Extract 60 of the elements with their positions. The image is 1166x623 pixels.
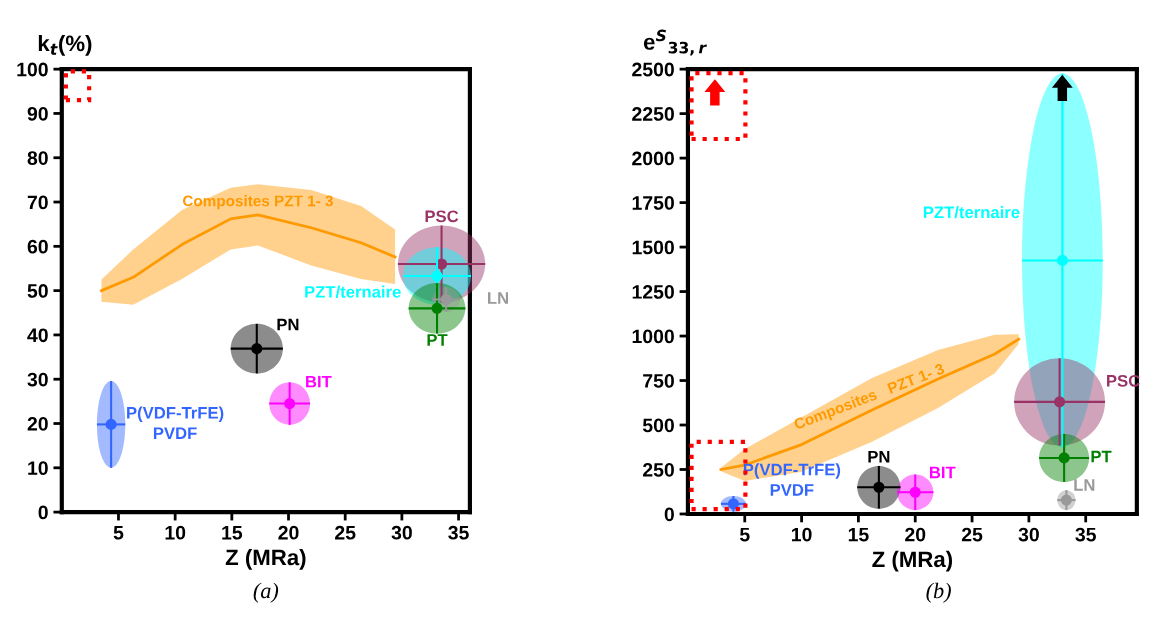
x-tick-label: 5: [113, 526, 124, 540]
text: PZT/ternaire: [923, 205, 1020, 219]
y-tick-label: 500: [642, 418, 674, 433]
text: PSC: [425, 210, 459, 223]
x-tick-label: 5: [739, 527, 750, 542]
text: LN: [488, 292, 508, 304]
x-tick-label: 15: [848, 527, 869, 542]
y-tick-label: 20: [27, 416, 48, 431]
series-label: P(VDF-TrFE) PVDF: [127, 406, 224, 439]
y-tick-label: 1750: [632, 196, 674, 210]
y-tick-label: 2000: [632, 151, 674, 166]
x-axis-title: Z (MRa): [872, 550, 953, 572]
y-axis-title: e$^{S}$$_{33,r}$: [643, 29, 707, 56]
y-tick-label: 1250: [632, 285, 674, 299]
series-label: PZT/ternaire: [305, 285, 401, 298]
series-label: PT: [1091, 450, 1112, 463]
point: [431, 270, 443, 282]
point: [857, 465, 901, 509]
y-tick-label: 750: [643, 374, 674, 388]
y-tick-label: 2500: [632, 62, 674, 77]
x-tick-label: 20: [905, 527, 926, 542]
x-tick-label: 10: [165, 525, 186, 540]
y-tick-label: 40: [27, 328, 48, 343]
x-tick-label: 25: [335, 525, 356, 540]
y-tick-label: 1500: [632, 240, 674, 255]
y-tick-label: 70: [27, 195, 48, 210]
x-tick-label: 30: [391, 525, 412, 540]
y-axis-title: k$_{t}$(%): [38, 34, 92, 56]
y-tick-label: 250: [642, 462, 674, 477]
y-tick-label: 0: [38, 505, 48, 520]
point: [105, 418, 117, 430]
x-tick-label: 25: [961, 527, 983, 542]
y-tick-label: 80: [27, 151, 48, 165]
x-tick-label: 30: [1018, 527, 1039, 542]
series-label: PN: [277, 318, 299, 331]
y-tick-label: 50: [27, 284, 48, 298]
series-label: PT: [427, 334, 448, 346]
y-tick-label: 100: [17, 62, 48, 77]
series-label: LN: [1074, 479, 1095, 491]
x-tick-label: 35: [448, 525, 469, 540]
y-tick-label: 10: [28, 461, 48, 476]
series-label: PN: [868, 451, 890, 463]
x-tick-label: 20: [278, 525, 299, 540]
x-tick-label: 35: [1075, 527, 1096, 542]
point: [1014, 358, 1106, 446]
point: [1056, 254, 1068, 266]
x-axis-title: Z (MRa): [225, 548, 306, 570]
x-tick-label: 10: [792, 527, 812, 542]
y-tick-label: 1000: [632, 329, 674, 344]
text: (a): [253, 582, 279, 603]
y-tick-label: 90: [27, 106, 48, 121]
y-tick-label: 0: [664, 507, 674, 522]
point: [1057, 490, 1076, 511]
series-label: BIT: [929, 466, 956, 479]
y-tick-label: 2250: [632, 107, 674, 121]
y-tick-label: 60: [27, 239, 48, 254]
y-tick-label: 30: [27, 372, 48, 387]
series-label: BIT: [306, 375, 332, 388]
text: (b): [926, 582, 951, 603]
x-tick-label: 15: [222, 526, 243, 540]
